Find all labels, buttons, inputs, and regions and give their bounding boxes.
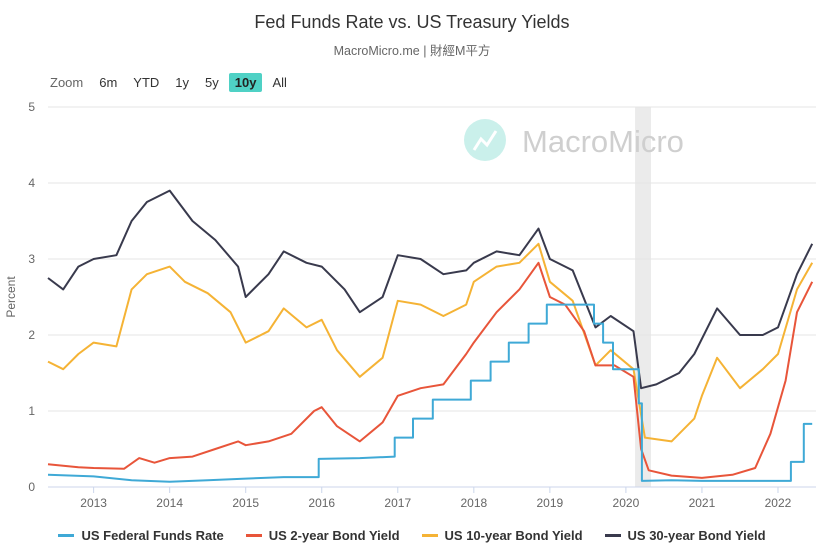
x-axis: 2013 2014 2015 2016 2017 2018 2019 2020 2021 2022 [80,487,792,510]
zoom-bar: Zoom 6m YTD 1y 5y 10y All [50,73,297,92]
zoom-button-6m[interactable]: 6m [99,75,118,90]
watermark: MacroMicro [464,119,684,161]
zoom-label: Zoom [50,75,84,90]
y-tick-label: 1 [28,404,35,418]
legend-swatch-fed-funds [58,534,75,537]
zoom-button-10y[interactable]: 10y [228,73,263,92]
watermark-logo-mark [472,130,498,151]
y-tick-label: 0 [28,480,35,494]
watermark-text: MacroMicro [522,124,684,159]
zoom-button-all[interactable]: All [272,75,287,90]
x-tick-label: 2020 [613,496,640,510]
zoom-button-1y[interactable]: 1y [175,75,190,90]
x-tick-label: 2015 [232,496,259,510]
y-tick-label: 2 [28,328,35,342]
y-tick-label: 5 [28,100,35,114]
chart-title: Fed Funds Rate vs. US Treasury Yields [254,12,570,32]
series-line-0 [47,303,813,483]
y-tick-label: 3 [28,252,35,266]
legend-label-2y: US 2-year Bond Yield [268,528,400,543]
series-lines [47,189,814,483]
zoom-button-5y[interactable]: 5y [205,75,219,90]
x-tick-label: 2013 [80,496,107,510]
series-line-3 [47,189,814,390]
legend-swatch-2y [245,534,262,537]
y-axis-label: Percent [4,276,18,318]
watermark-logo-icon [464,119,506,161]
x-tick-label: 2019 [537,496,564,510]
legend-label-fed-funds: US Federal Funds Rate [81,528,224,543]
series-line-1 [47,261,814,479]
zoom-button-ytd[interactable]: YTD [133,75,160,90]
chart-subtitle: MacroMicro.me | 財經M平方 [333,44,491,58]
legend-swatch-30y [604,534,621,537]
legend-label-30y: US 30-year Bond Yield [627,528,766,543]
x-tick-label: 2016 [308,496,335,510]
x-tick-label: 2022 [765,496,792,510]
y-axis: 0 1 2 3 4 5 [28,100,35,494]
x-tick-label: 2021 [689,496,716,510]
x-tick-label: 2018 [460,496,487,510]
legend: US Federal Funds Rate US 2-year Bond Yie… [0,528,824,543]
legend-label-10y: US 10-year Bond Yield [444,528,583,543]
legend-swatch-10y [421,534,438,537]
x-tick-label: 2014 [156,496,183,510]
legend-item-2y[interactable]: US 2-year Bond Yield [245,528,400,543]
grid-lines [48,106,816,488]
series-line-2 [47,242,814,443]
legend-item-fed-funds[interactable]: US Federal Funds Rate [58,528,224,543]
y-tick-label: 4 [28,176,35,190]
legend-item-10y[interactable]: US 10-year Bond Yield [421,528,583,543]
x-tick-label: 2017 [384,496,411,510]
legend-item-30y[interactable]: US 30-year Bond Yield [604,528,766,543]
